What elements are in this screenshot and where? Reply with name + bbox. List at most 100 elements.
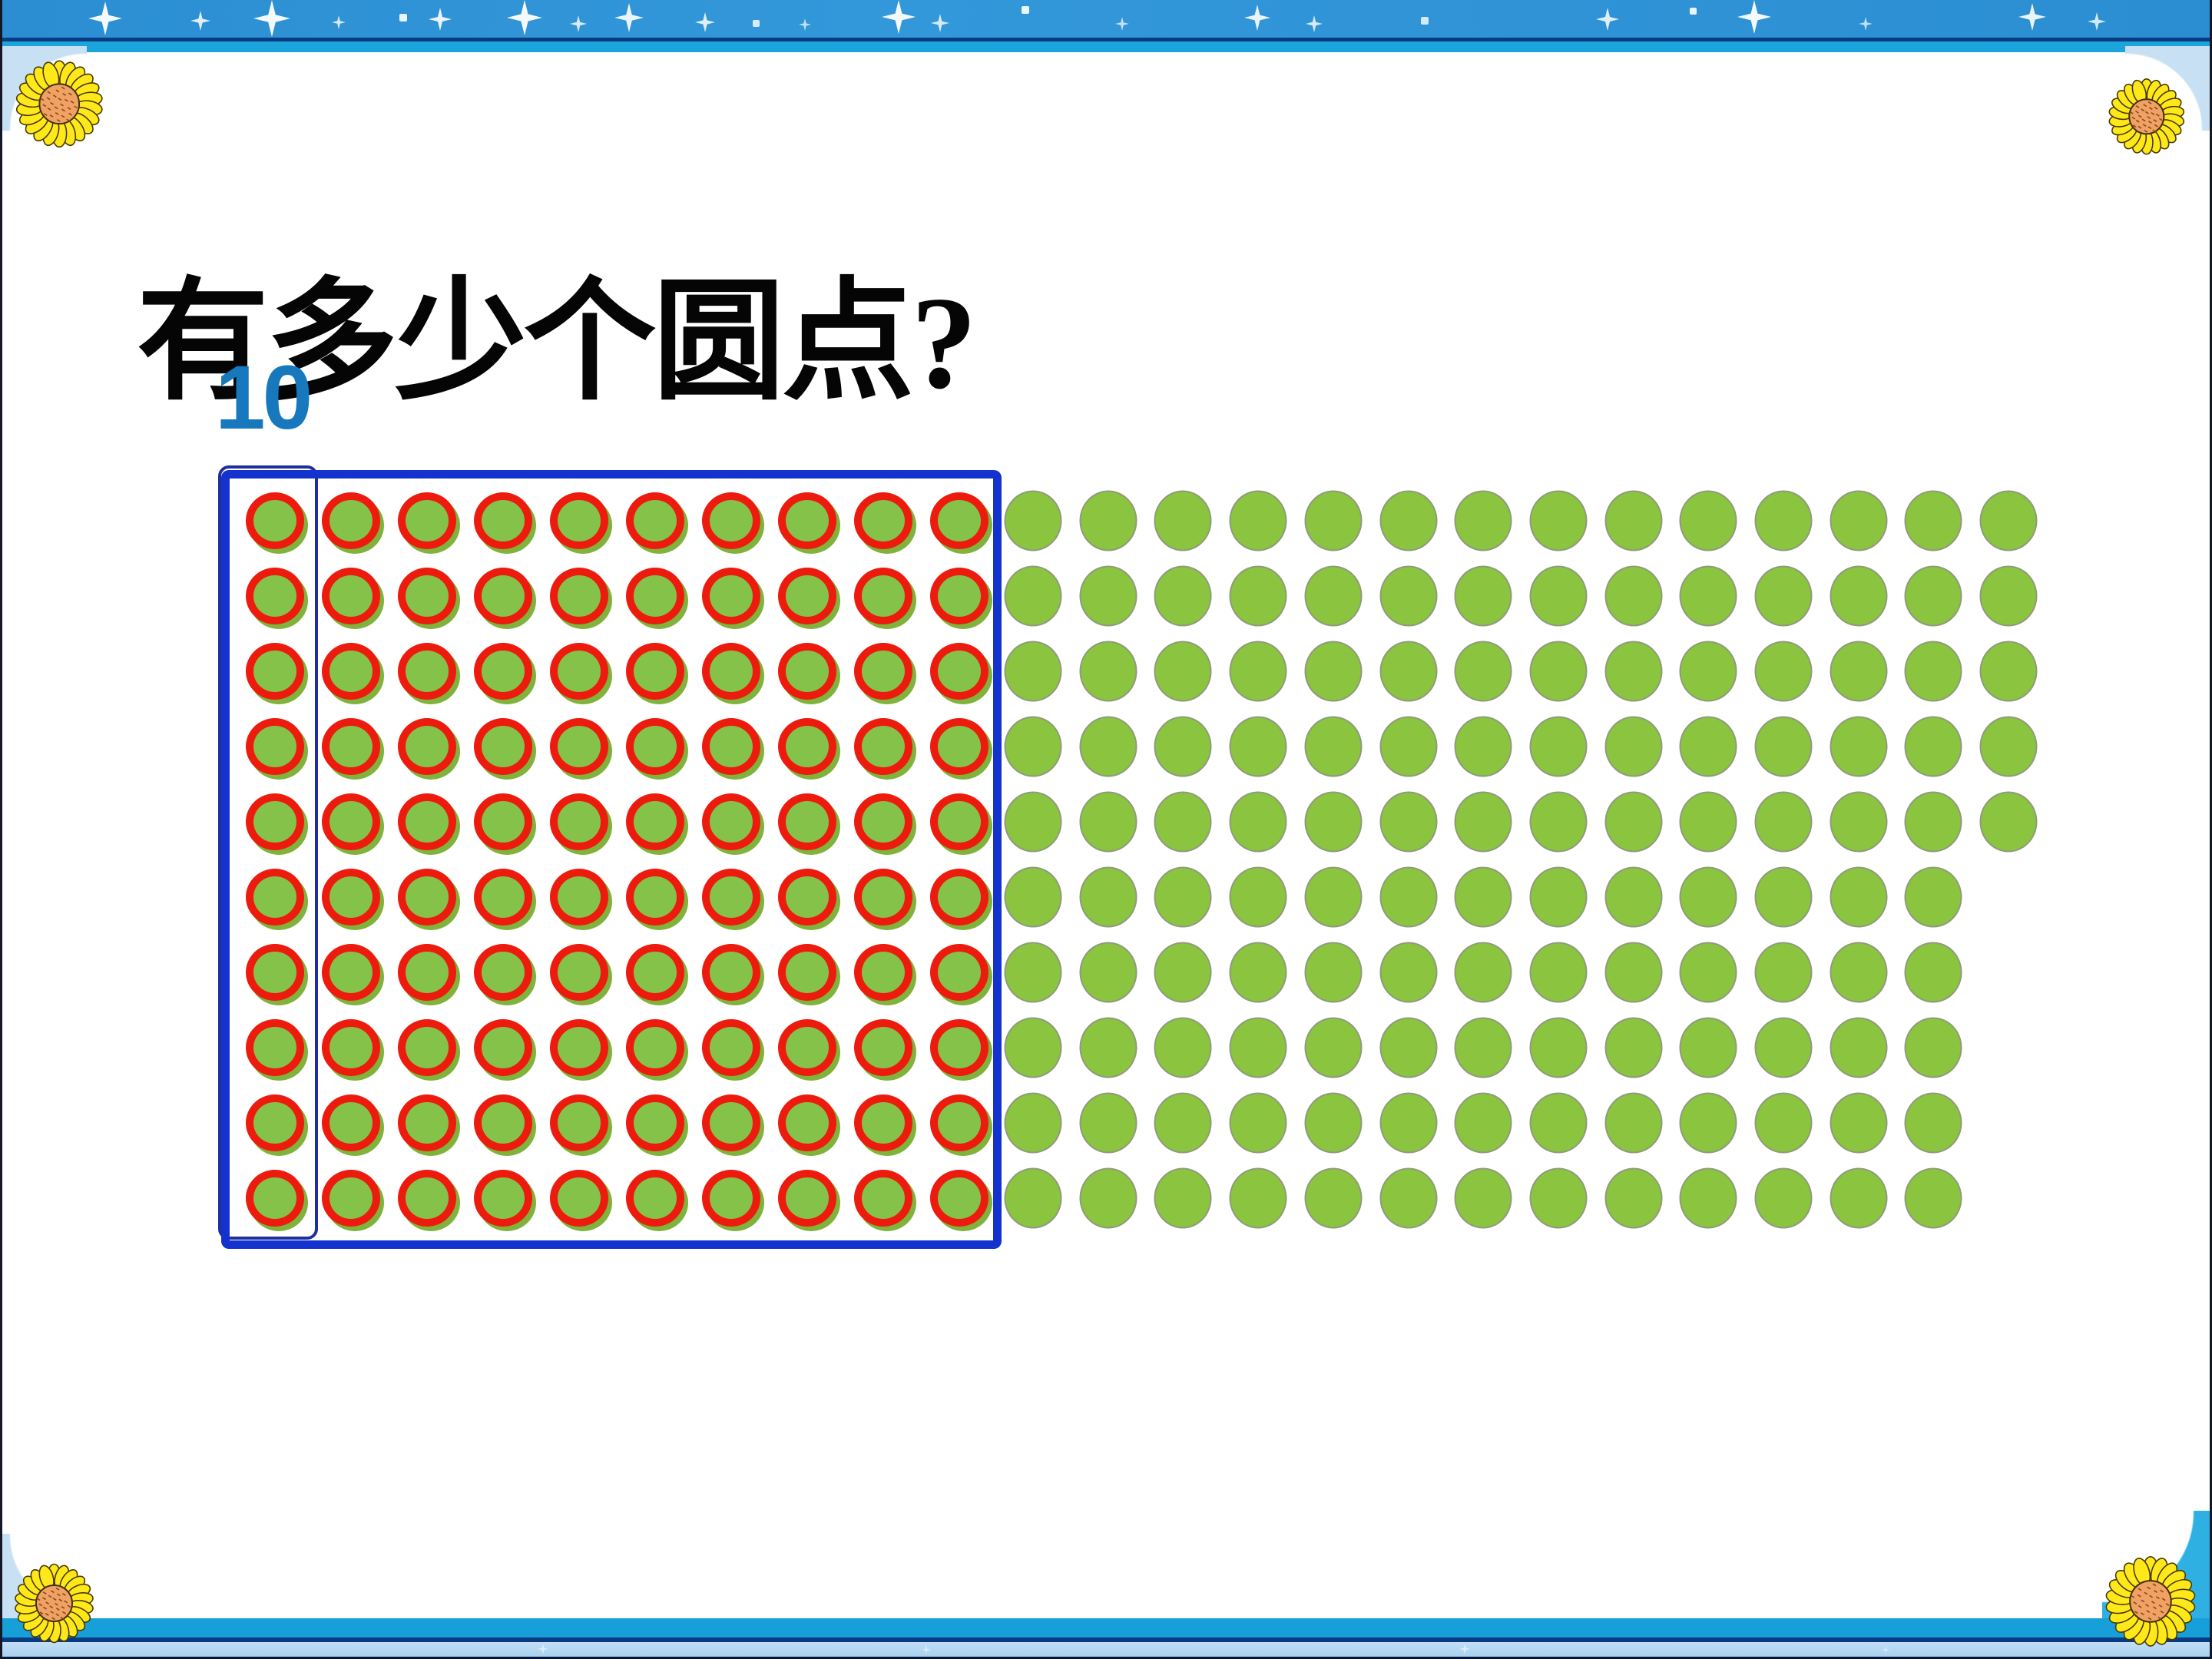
ringed-green-dot [322,869,380,926]
ringed-green-dot [322,1170,380,1227]
green-dot [1455,942,1512,1003]
ringed-green-dot [778,1019,836,1076]
ringed-green-dot [550,944,608,1001]
ringed-green-dot [550,568,608,624]
top-border-band [0,0,2212,38]
ringed-green-dot [626,1170,684,1227]
ringed-green-dot [626,643,684,700]
green-dot [1680,867,1737,928]
rounded-corner-bottom-right [2102,1511,2210,1618]
green-dot [1079,491,1137,551]
green-dot [1154,1168,1212,1229]
green-dot [1755,641,1813,702]
green-dot [1154,566,1212,627]
ringed-green-dot [854,568,912,624]
green-dot [1755,867,1813,928]
green-dot [1079,942,1137,1003]
green-dot [1980,717,2038,777]
ringed-green-dot [778,1170,836,1227]
sparkle-star-icon [695,12,715,32]
sparkle-star-icon [538,1644,548,1654]
green-dot [1230,1168,1287,1229]
green-dot [1604,1018,1662,1078]
ringed-green-dot [778,568,836,624]
green-dot [1005,942,1062,1003]
ringed-green-dot [322,718,380,775]
green-dot [1905,1168,1962,1229]
ringed-green-dot [474,944,532,1001]
ringed-green-dot [626,492,684,549]
green-dot [1079,867,1137,928]
green-dot [1529,717,1587,777]
sparkle-star-icon [931,14,949,32]
sparkle-star-icon [799,18,811,31]
green-dot [1455,717,1512,777]
green-dot [1604,1093,1662,1154]
ringed-green-dot [854,869,912,926]
green-dot [1154,1093,1212,1154]
green-dot [1830,942,1887,1003]
sunflower-icon [2097,67,2197,167]
green-dot [1455,641,1512,702]
ringed-green-dot [322,643,380,700]
ringed-green-dot [398,944,456,1001]
ringed-green-dot [474,718,532,775]
ringed-green-dot [854,793,912,850]
green-dot [1379,792,1437,853]
green-dot [1304,942,1362,1003]
ringed-green-dot [246,718,304,775]
green-dot [1755,1168,1813,1229]
green-dot [1005,1168,1062,1229]
bottom-light-band [0,1642,2212,1657]
ringed-green-dot [246,643,304,700]
ringed-green-dot [550,492,608,549]
sparkle-dot-icon [753,20,760,27]
green-dot [1830,566,1887,627]
green-dot [1980,491,2038,551]
green-dot [1905,717,1962,777]
green-dot [1005,792,1062,853]
green-dot [1680,641,1737,702]
green-dot [1154,867,1212,928]
ringed-green-dot [474,643,532,700]
sparkle-dot-icon [1421,17,1429,25]
sparkle-star-icon [507,0,542,35]
green-dot [1905,566,1962,627]
green-dot [1079,1018,1137,1078]
ringed-green-dot [778,492,836,549]
green-dot [1304,641,1362,702]
sparkle-star-icon [1115,17,1129,31]
green-dot [1455,1018,1512,1078]
green-dot [1230,717,1287,777]
ringed-green-dot [246,869,304,926]
green-dot [1980,792,2038,853]
ringed-green-dot [550,1019,608,1076]
ringed-green-dot [930,492,988,549]
green-dot [1230,641,1287,702]
sparkle-star-icon [1244,5,1270,31]
green-dot [1005,1018,1062,1078]
ringed-green-dot [702,718,760,775]
green-dot [1005,641,1062,702]
green-dot [1604,792,1662,853]
rounded-corner-top-left [2,46,87,131]
bottom-cyan-band [0,1618,2212,1637]
ringed-green-dot [322,1094,380,1151]
ringed-green-dot [322,492,380,549]
green-dot [1830,641,1887,702]
green-dot [1529,1018,1587,1078]
rounded-corner-bottom-left [2,1534,87,1618]
green-dot [1830,792,1887,853]
ringed-green-dot [322,1019,380,1076]
green-dot [1005,717,1062,777]
green-dot [1154,491,1212,551]
green-dot [1154,942,1212,1003]
ringed-green-dot [930,793,988,850]
green-dot [1379,1018,1437,1078]
ringed-green-dot [474,1019,532,1076]
green-dot [1230,1018,1287,1078]
green-dot [1304,1168,1362,1229]
ringed-green-dot [702,793,760,850]
ringed-green-dot [550,1094,608,1151]
green-dot [1304,566,1362,627]
